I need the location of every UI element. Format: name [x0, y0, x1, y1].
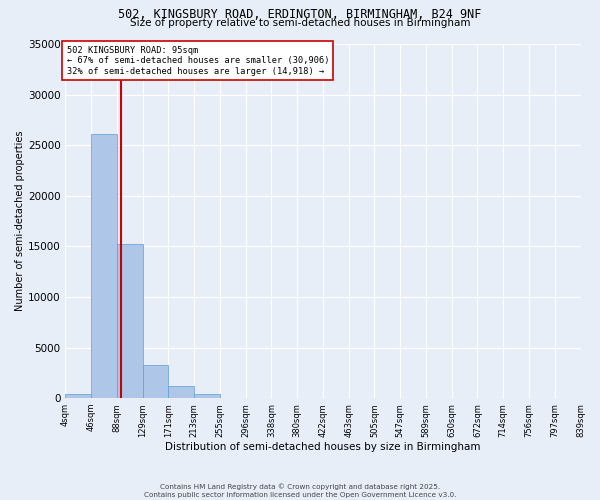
Text: 502 KINGSBURY ROAD: 95sqm
← 67% of semi-detached houses are smaller (30,906)
32%: 502 KINGSBURY ROAD: 95sqm ← 67% of semi-… — [67, 46, 329, 76]
Bar — [194, 394, 220, 398]
Bar — [117, 244, 143, 398]
X-axis label: Distribution of semi-detached houses by size in Birmingham: Distribution of semi-detached houses by … — [165, 442, 481, 452]
Bar — [143, 364, 169, 398]
Bar — [91, 134, 117, 398]
Bar — [65, 394, 91, 398]
Text: 502, KINGSBURY ROAD, ERDINGTON, BIRMINGHAM, B24 9NF: 502, KINGSBURY ROAD, ERDINGTON, BIRMINGH… — [118, 8, 482, 20]
Text: Size of property relative to semi-detached houses in Birmingham: Size of property relative to semi-detach… — [130, 18, 470, 28]
Text: Contains HM Land Registry data © Crown copyright and database right 2025.
Contai: Contains HM Land Registry data © Crown c… — [144, 484, 456, 498]
Y-axis label: Number of semi-detached properties: Number of semi-detached properties — [15, 131, 25, 312]
Bar — [169, 386, 194, 398]
